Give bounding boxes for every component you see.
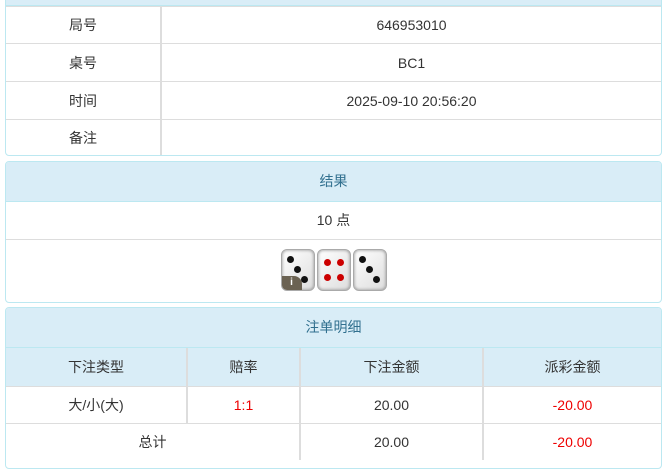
total-amount: 20.00	[299, 422, 483, 460]
bet-type: 大/小(大)	[6, 385, 187, 423]
payout: -20.00	[482, 385, 661, 423]
table-row: 大/小(大) 1:1 20.00 -20.00	[6, 385, 661, 423]
result-title: 结果	[6, 162, 661, 202]
round-id: 646953010	[160, 6, 661, 44]
header-odds: 赔率	[186, 348, 300, 386]
round-info-panel: 局号 646953010 桌号 BC1 时间 2025-09-10 20:56:20 …	[5, 0, 662, 156]
result-points: 10 点	[316, 212, 351, 228]
round-info-table: 局号 646953010 桌号 BC1 时间 2025-09-10 20:56:20 …	[6, 6, 661, 155]
result-panel: 结果 10 点 i	[5, 161, 662, 303]
bet-details-title: 注单明细	[6, 308, 661, 348]
info-icon[interactable]: i	[281, 276, 302, 290]
die-3	[352, 249, 387, 291]
table-id: BC1	[160, 43, 661, 82]
label: 桌号	[6, 43, 161, 82]
header-row: 下注类型 赔率 下注金额 派彩金额	[6, 348, 661, 386]
die-4	[316, 249, 351, 291]
total-payout: -20.00	[482, 422, 661, 460]
bet-details-table: 下注类型 赔率 下注金额 派彩金额 大/小(大) 1:1 20.00 -20.00 总计 20…	[6, 348, 661, 460]
odds: 1:1	[186, 385, 300, 423]
row-table-id: 桌号 BC1	[6, 43, 661, 82]
dice-row: i	[6, 239, 661, 301]
header-payout: 派彩金额	[482, 348, 661, 386]
amount: 20.00	[299, 385, 483, 423]
row-remark: 备注	[6, 119, 661, 155]
remark	[160, 119, 661, 155]
row-round-id: 局号 646953010	[6, 6, 661, 44]
die-3: i	[280, 249, 315, 291]
time: 2025-09-10 20:56:20	[160, 81, 661, 120]
total-row: 总计 20.00 -20.00	[6, 422, 661, 460]
label: 备注	[6, 119, 161, 155]
bet-details-panel: 注单明细 下注类型 赔率 下注金额 派彩金额 大/小(大) 1:1 20.00 -20.00…	[5, 307, 662, 469]
row-time: 时间 2025-09-10 20:56:20	[6, 81, 661, 120]
label: 局号	[6, 6, 161, 44]
header-bet-type: 下注类型	[68, 358, 124, 375]
label: 时间	[6, 81, 161, 120]
header-amount: 下注金额	[299, 348, 483, 386]
total-label: 总计	[6, 422, 300, 460]
